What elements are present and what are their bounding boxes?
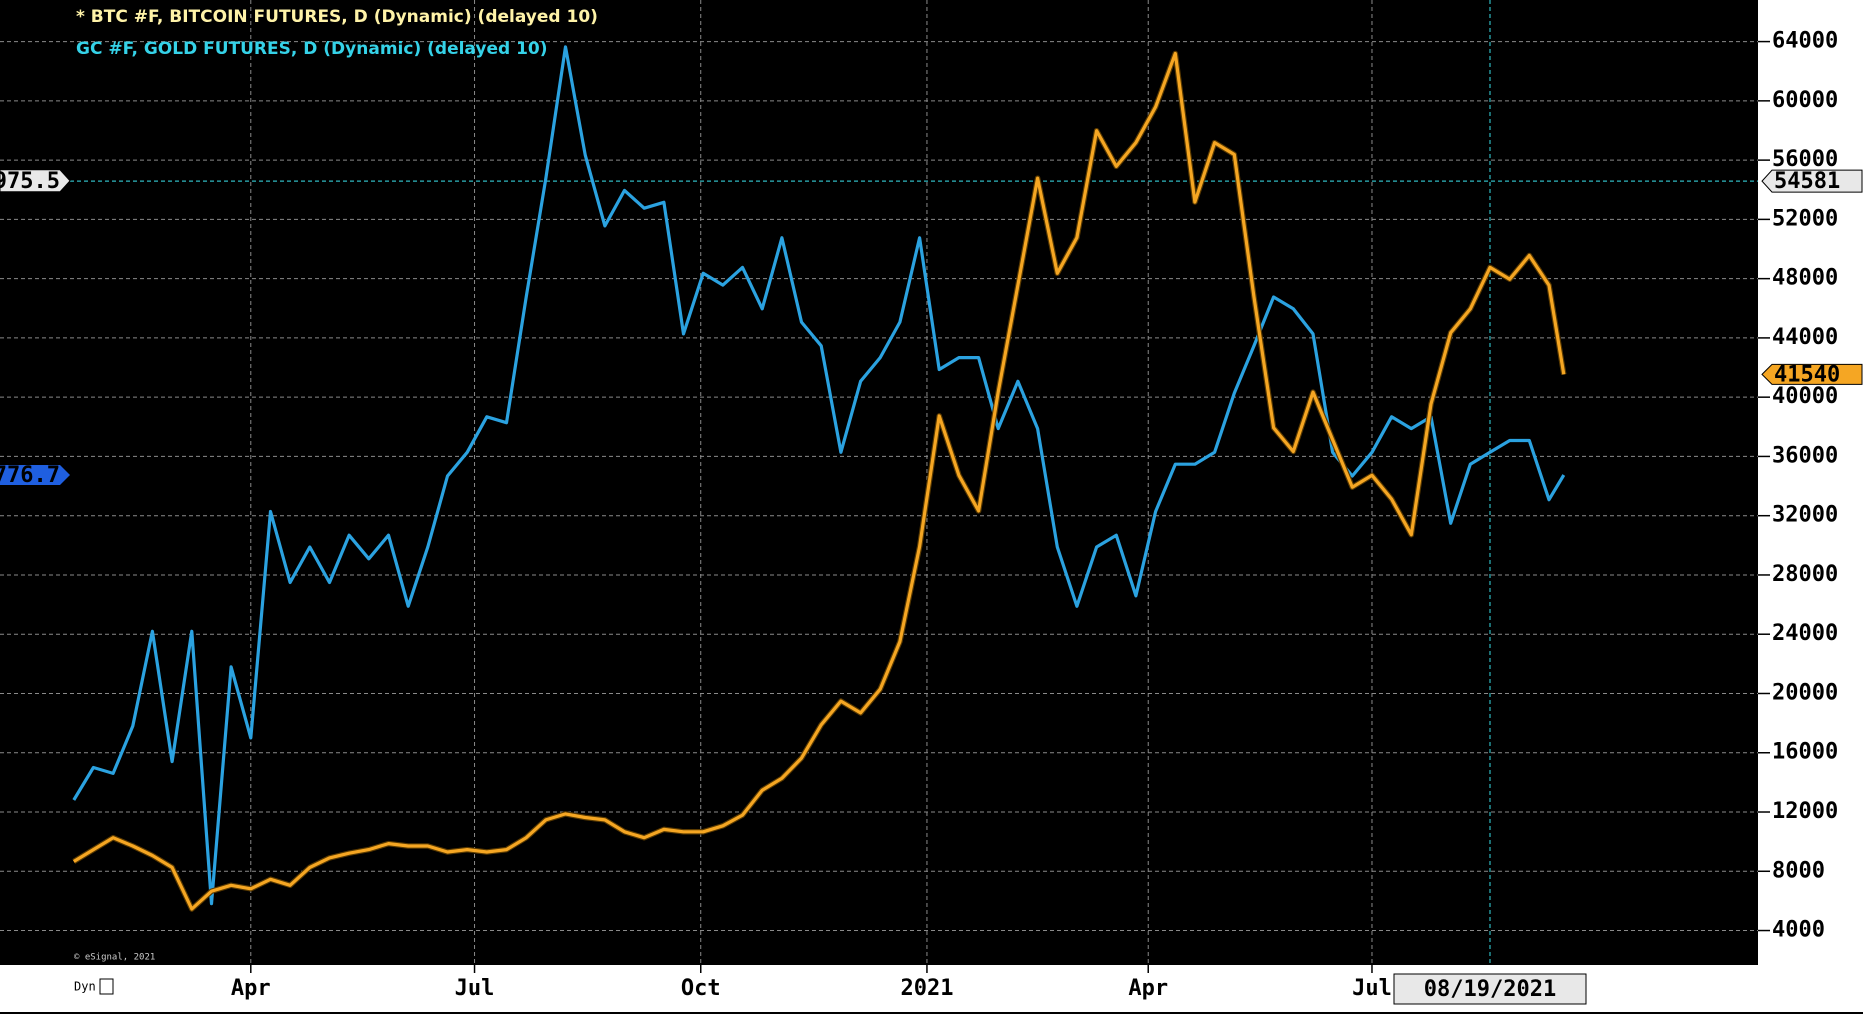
y-tick-label: 1760.0 [0, 487, 64, 512]
cursor-date-label: 08/19/2021 [1424, 977, 1556, 1002]
x-tick-label: Jul [455, 976, 495, 1001]
y-tick-label: 1680.0 [0, 605, 64, 630]
last-value-marker [1761, 363, 1863, 385]
mode-icon[interactable] [99, 978, 114, 995]
y2-tick-label: 52000 [1772, 206, 1838, 231]
y-tick-label: 1720.0 [0, 546, 64, 571]
x-tick-label: Apr [1128, 976, 1168, 1001]
cursor-y2-label: 54581 [1774, 169, 1840, 194]
y2-tick-label: 36000 [1772, 443, 1838, 468]
cursor-y-marker [0, 169, 71, 193]
y2-tick-label: 28000 [1772, 562, 1838, 587]
y2-tick-label: 64000 [1772, 29, 1838, 54]
series-line [72, 45, 1566, 906]
y2-tick-label: 20000 [1772, 680, 1838, 705]
copyright: © eSignal, 2021 [74, 953, 155, 963]
cursor-date-box [1393, 973, 1587, 1005]
y-tick-label: 2080.0 [0, 13, 64, 38]
x-tick-label: Oct [681, 976, 721, 1001]
y-tick-label: 1920.0 [0, 250, 64, 275]
y2-tick-label: 60000 [1772, 88, 1838, 113]
right-axis-area [1758, 0, 1863, 965]
legend-gold: GC #F, GOLD FUTURES, D (Dynamic) (delaye… [76, 39, 548, 59]
y2-tick-label: 24000 [1772, 621, 1838, 646]
plot-background [0, 0, 1758, 965]
y-tick-label: 1880.0 [0, 309, 64, 334]
mode-label: Dyn [74, 980, 96, 994]
y-tick-label: 1560.0 [0, 783, 64, 808]
y2-tick-label: 8000 [1772, 858, 1825, 883]
y2-tick-label: 40000 [1772, 384, 1838, 409]
cursor-y2-marker [1761, 169, 1863, 193]
grid [0, 0, 1758, 965]
y-tick-label: 1800.0 [0, 427, 64, 452]
legend-btc: * BTC #F, BITCOIN FUTURES, D (Dynamic) (… [76, 7, 598, 27]
y2-tick-label: 4000 [1772, 918, 1825, 943]
y-tick-label: 1840.0 [0, 368, 64, 393]
x-tick-label: 2021 [900, 976, 953, 1001]
y2-tick-label: 48000 [1772, 266, 1838, 291]
y2-tick-label: 44000 [1772, 325, 1838, 350]
y-tick-label: 1480.0 [0, 901, 64, 926]
x-tick-label: Apr [231, 976, 271, 1001]
y-tick-label: 1640.0 [0, 664, 64, 689]
y-tick-label: 1520.0 [0, 842, 64, 867]
y2-tick-label: 56000 [1772, 147, 1838, 172]
y-tick-label: 2000.0 [0, 132, 64, 157]
y-tick-label: 1600.0 [0, 723, 64, 748]
lines [72, 45, 1567, 912]
y2-tick-label: 16000 [1772, 740, 1838, 765]
y2-tick-label: 32000 [1772, 503, 1838, 528]
cursor-y-label: 1975.5 [0, 169, 60, 194]
last-value-marker [0, 464, 70, 485]
y-tick-label: 1960.0 [0, 191, 64, 216]
series-line [72, 51, 1566, 911]
axes: 64000 60000 56000 52000 48000 44000 40000 36000… [0, 13, 1863, 1005]
y2-tick-label: 12000 [1772, 799, 1838, 824]
last-value-label: 1776.7 [0, 463, 60, 488]
x-tick-label: Jul [1352, 976, 1392, 1001]
last-value-label: 41540 [1774, 362, 1840, 387]
y-tick-label: 2040.0 [0, 72, 64, 97]
